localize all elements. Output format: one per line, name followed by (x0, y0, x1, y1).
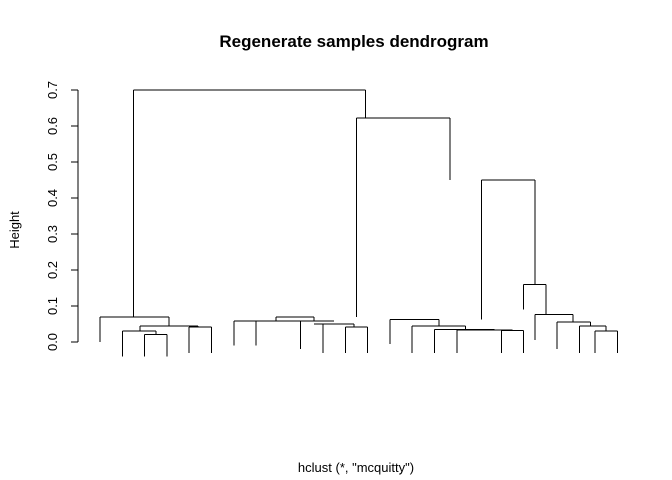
y-tick-label: 0.2 (45, 261, 60, 279)
chart-title: Regenerate samples dendrogram (219, 32, 488, 51)
y-tick-label: 0.7 (45, 81, 60, 99)
y-tick-label: 0.1 (45, 297, 60, 315)
y-tick-label: 0.0 (45, 333, 60, 351)
y-tick-label: 0.5 (45, 153, 60, 171)
y-axis-label: Height (7, 211, 22, 249)
x-axis-label: hclust (*, "mcquitty") (298, 460, 414, 475)
y-tick-label: 0.6 (45, 117, 60, 135)
y-axis: 0.0 0.1 0.2 0.3 0.4 0.5 0.6 0.7 (45, 81, 79, 351)
y-tick-label: 0.4 (45, 189, 60, 207)
dendrogram-tree (99, 89, 618, 357)
y-tick-label: 0.3 (45, 225, 60, 243)
